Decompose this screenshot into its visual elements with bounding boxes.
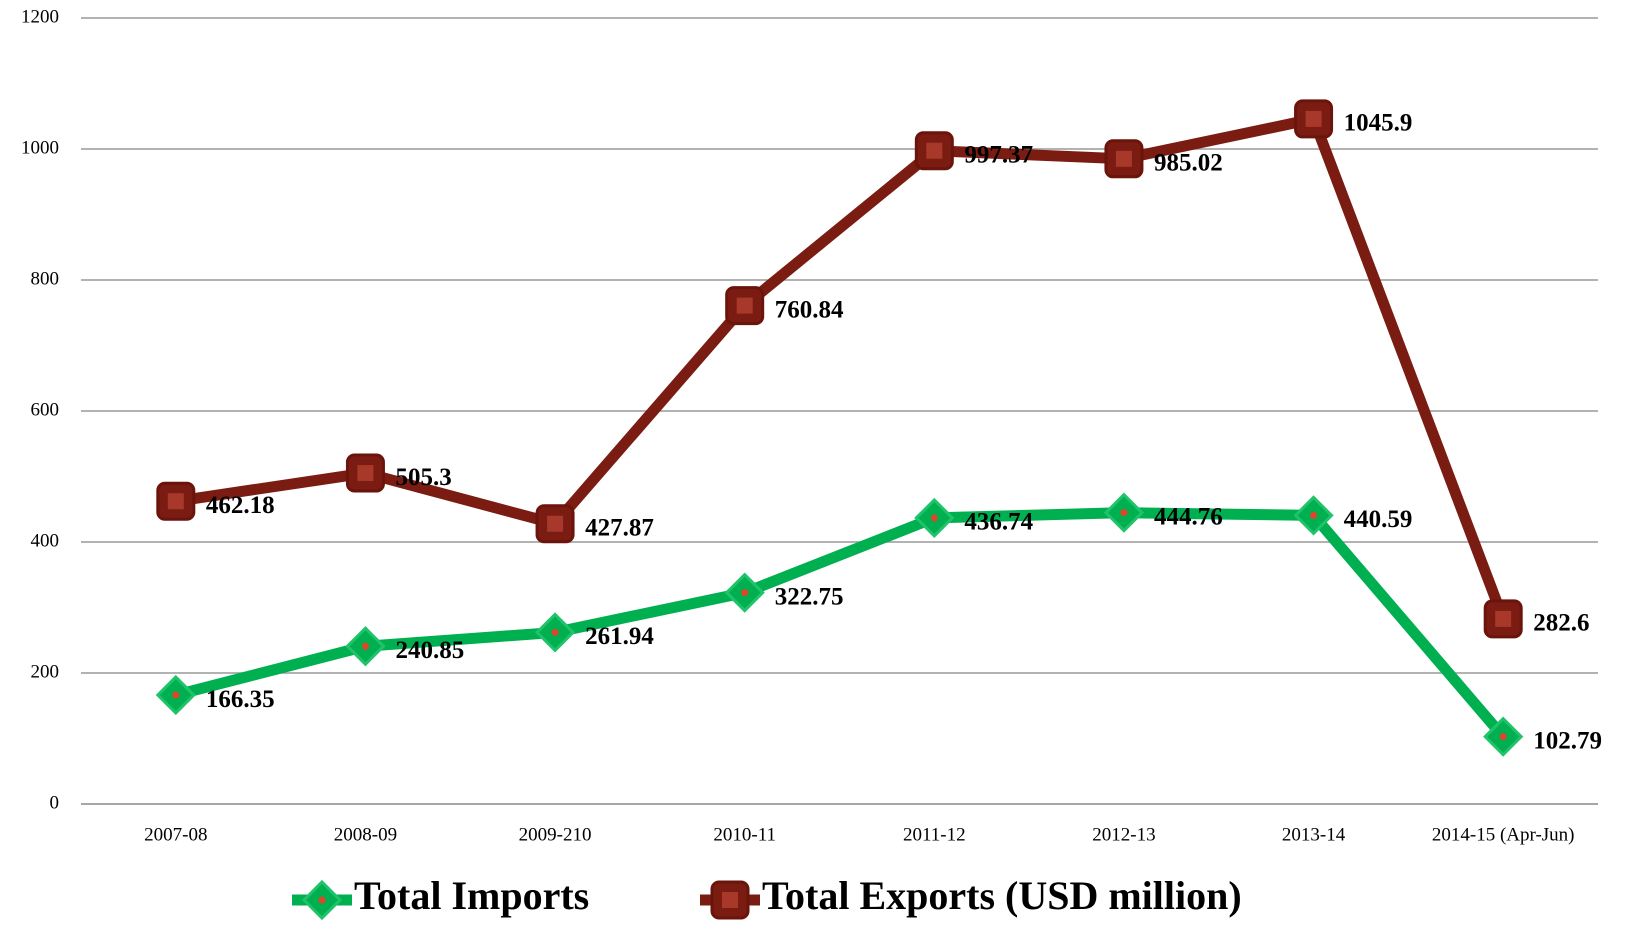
data-point-inner bbox=[926, 142, 943, 159]
y-tick-label: 600 bbox=[31, 399, 60, 420]
data-label: 505.3 bbox=[395, 464, 451, 491]
data-label: 444.76 bbox=[1154, 503, 1223, 530]
data-point-inner bbox=[736, 297, 753, 314]
data-label: 462.18 bbox=[206, 492, 275, 519]
series-line bbox=[175, 113, 1509, 621]
data-label: 436.74 bbox=[964, 509, 1033, 536]
x-tick-label: 2010-11 bbox=[713, 824, 776, 845]
data-point-dot bbox=[1310, 511, 1318, 519]
y-tick-label: 0 bbox=[50, 792, 60, 813]
data-point-inner bbox=[1305, 110, 1322, 127]
series-line bbox=[174, 507, 1508, 741]
legend-label: Total Exports (USD million) bbox=[762, 873, 1242, 918]
data-point-dot bbox=[1120, 509, 1128, 517]
data-label: 282.6 bbox=[1533, 610, 1589, 637]
x-tick-label: 2012-13 bbox=[1092, 824, 1155, 845]
legend-marker-inner bbox=[722, 892, 738, 908]
data-label: 322.75 bbox=[775, 583, 844, 610]
data-point-dot bbox=[1499, 733, 1507, 741]
data-label: 166.35 bbox=[206, 686, 275, 713]
y-tick-label: 800 bbox=[31, 268, 60, 289]
data-label: 240.85 bbox=[395, 637, 464, 664]
y-tick-label: 200 bbox=[31, 661, 60, 682]
legend-label: Total Imports bbox=[354, 873, 589, 918]
x-tick-label: 2009-210 bbox=[519, 824, 592, 845]
data-label: 440.59 bbox=[1344, 506, 1413, 533]
y-tick-label: 1000 bbox=[21, 137, 59, 158]
x-tick-label: 2011-12 bbox=[903, 824, 966, 845]
y-tick-label: 1200 bbox=[21, 6, 59, 27]
data-label: 985.02 bbox=[1154, 150, 1223, 177]
data-point-inner bbox=[1495, 610, 1512, 627]
data-label: 760.84 bbox=[775, 296, 844, 323]
x-tick-label: 2014-15 (Apr-Jun) bbox=[1432, 824, 1575, 845]
data-point-dot bbox=[361, 642, 369, 650]
data-point-inner bbox=[547, 515, 564, 532]
data-label: 102.79 bbox=[1533, 727, 1602, 754]
x-tick-label: 2007-08 bbox=[144, 824, 207, 845]
data-label: 261.94 bbox=[585, 623, 654, 650]
data-point-dot bbox=[741, 589, 749, 597]
x-tick-label: 2008-09 bbox=[334, 824, 397, 845]
data-point-dot bbox=[551, 628, 559, 636]
data-point-dot bbox=[930, 514, 938, 522]
data-point-inner bbox=[1115, 150, 1132, 167]
legend-marker-dot bbox=[318, 896, 326, 904]
y-tick-label: 400 bbox=[31, 530, 60, 551]
x-tick-label: 2013-14 bbox=[1282, 824, 1346, 845]
data-point-inner bbox=[357, 465, 374, 482]
data-point-dot bbox=[172, 691, 180, 699]
data-label: 427.87 bbox=[585, 514, 654, 541]
data-label: 1045.9 bbox=[1344, 110, 1413, 137]
data-label: 997.37 bbox=[964, 141, 1033, 168]
data-point-inner bbox=[167, 493, 184, 510]
